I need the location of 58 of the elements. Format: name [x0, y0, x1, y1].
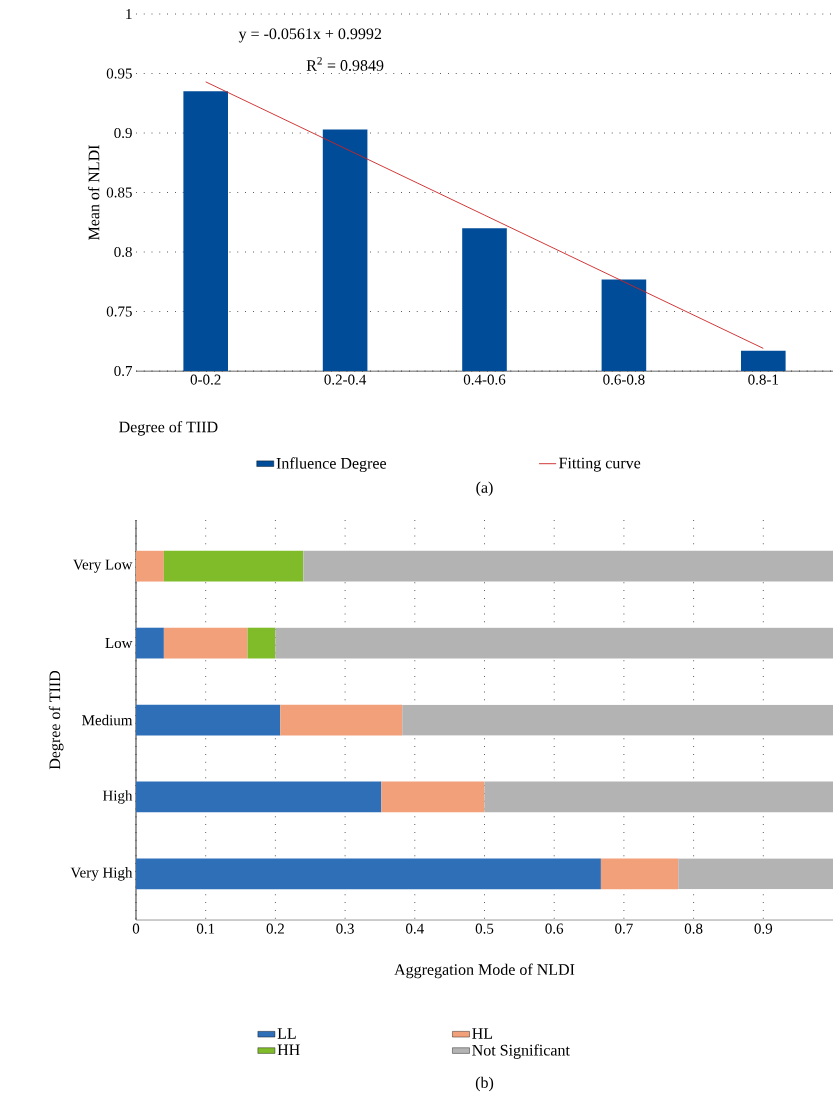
y-tick-label: Medium	[82, 714, 133, 726]
legend-label: Fitting curve	[559, 457, 641, 472]
x-tick-label: 0-0.2	[190, 374, 221, 385]
x-tick-label: 0.3	[336, 923, 354, 934]
x-tick-label: 0.4-0.6	[463, 374, 506, 385]
bar	[678, 858, 833, 890]
y-axis-title: Mean of NLDI	[87, 145, 100, 241]
legend-label: LL	[277, 1028, 296, 1039]
bar	[381, 781, 485, 813]
bar	[136, 704, 281, 736]
y-tick-label: Low	[105, 638, 133, 649]
x-tick-label: 0.8-1	[748, 374, 779, 385]
line-series	[205, 81, 764, 349]
y-tick-label: Very High	[70, 867, 133, 881]
x-tick-label: 0.6	[545, 923, 564, 934]
y-tick-label: 0.85	[106, 187, 132, 198]
y-axis-title: Degree of TIID	[48, 670, 64, 770]
bar	[136, 550, 164, 582]
bar	[402, 704, 833, 736]
x-tick-label: 0.6-0.8	[603, 374, 645, 385]
x-tick-label: 0.2	[266, 923, 284, 934]
x-tick-label: 0.5	[475, 923, 494, 934]
y-tick-label: 0.9	[114, 127, 132, 139]
x-tick-label: 0	[132, 923, 140, 934]
x-tick-label: 0.8	[684, 923, 703, 934]
x-tick-label: 0.7	[615, 923, 633, 934]
x-axis-title: Aggregation Mode of NLDI	[394, 963, 575, 979]
bar	[163, 550, 304, 582]
y-tick-label: High	[102, 790, 133, 804]
bar	[163, 627, 248, 659]
y-tick-label: 0.8	[114, 246, 132, 258]
x-tick-label: 0.2-0.4	[324, 374, 367, 385]
y-tick-label: 0.75	[106, 306, 132, 317]
legend-label: HH	[277, 1044, 300, 1056]
x-tick-label: 0.9	[754, 923, 773, 934]
text: (b)	[475, 1076, 494, 1092]
bar	[136, 858, 601, 890]
y-tick-label: Very Low	[73, 559, 133, 573]
bar	[136, 781, 382, 813]
y-tick-label: 0.95	[106, 68, 132, 79]
text: (a)	[476, 481, 493, 497]
legend-label: Not Significant	[472, 1044, 570, 1059]
x-tick-label: 0.1	[196, 923, 215, 934]
bar	[600, 858, 679, 890]
x-axis-title: Degree of TIID	[119, 420, 218, 436]
bar	[275, 627, 833, 659]
annotation: R$^{2}$ = 0.9849	[306, 57, 384, 71]
bar	[303, 550, 833, 582]
annotation: y = -0.0561x + 0.9992	[238, 28, 382, 43]
legend-label: Influence Degree	[276, 457, 387, 473]
y-tick-label: 0.7	[114, 365, 133, 377]
x-tick-label: 0.4	[405, 923, 424, 934]
legend-label: HL	[472, 1028, 493, 1039]
bar	[484, 781, 833, 813]
bar	[280, 704, 403, 736]
y-tick-label: 1	[126, 9, 132, 19]
bar	[247, 627, 276, 659]
bar	[136, 627, 164, 659]
